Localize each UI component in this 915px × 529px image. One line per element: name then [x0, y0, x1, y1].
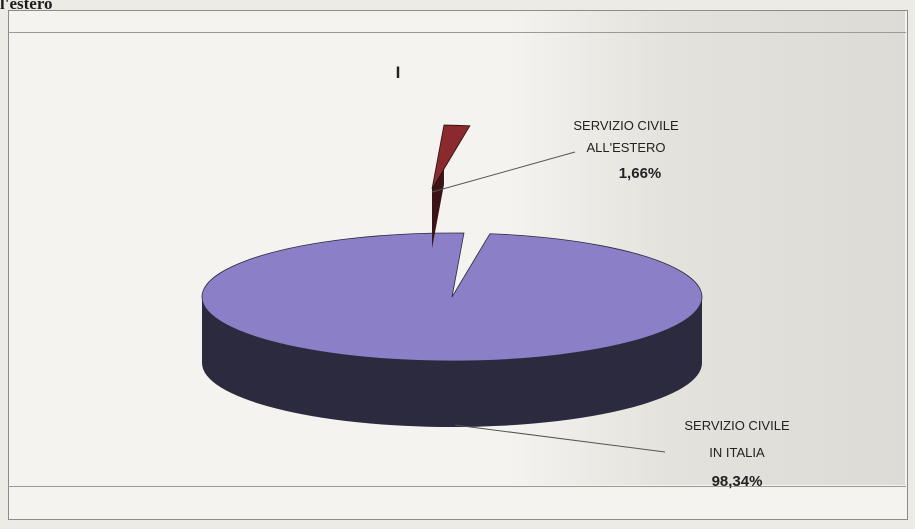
- slice-label-estero-line1: SERVIZIO CIVILE: [573, 118, 679, 133]
- pie-group: [201, 124, 703, 427]
- leader-line-estero: [431, 151, 576, 193]
- slice-top-italia: [201, 232, 703, 362]
- frame-top-rule: [8, 32, 906, 33]
- slice-value-italia: 98,34%: [712, 473, 763, 490]
- chart-marker: I: [396, 63, 401, 82]
- slice-label-italia-line1: SERVIZIO CIVILE: [684, 418, 790, 433]
- frame-bottom-rule: [8, 486, 906, 487]
- slice-top-estero: [431, 124, 471, 190]
- slice-label-estero-line2: ALL'ESTERO: [586, 140, 665, 155]
- slice-side-italia: [202, 297, 702, 427]
- page-heading: l'estero: [0, 0, 53, 13]
- slice-value-estero: 1,66%: [619, 165, 662, 182]
- slice-label-italia-line2: IN ITALIA: [709, 445, 765, 460]
- leader-line-italia: [454, 424, 666, 453]
